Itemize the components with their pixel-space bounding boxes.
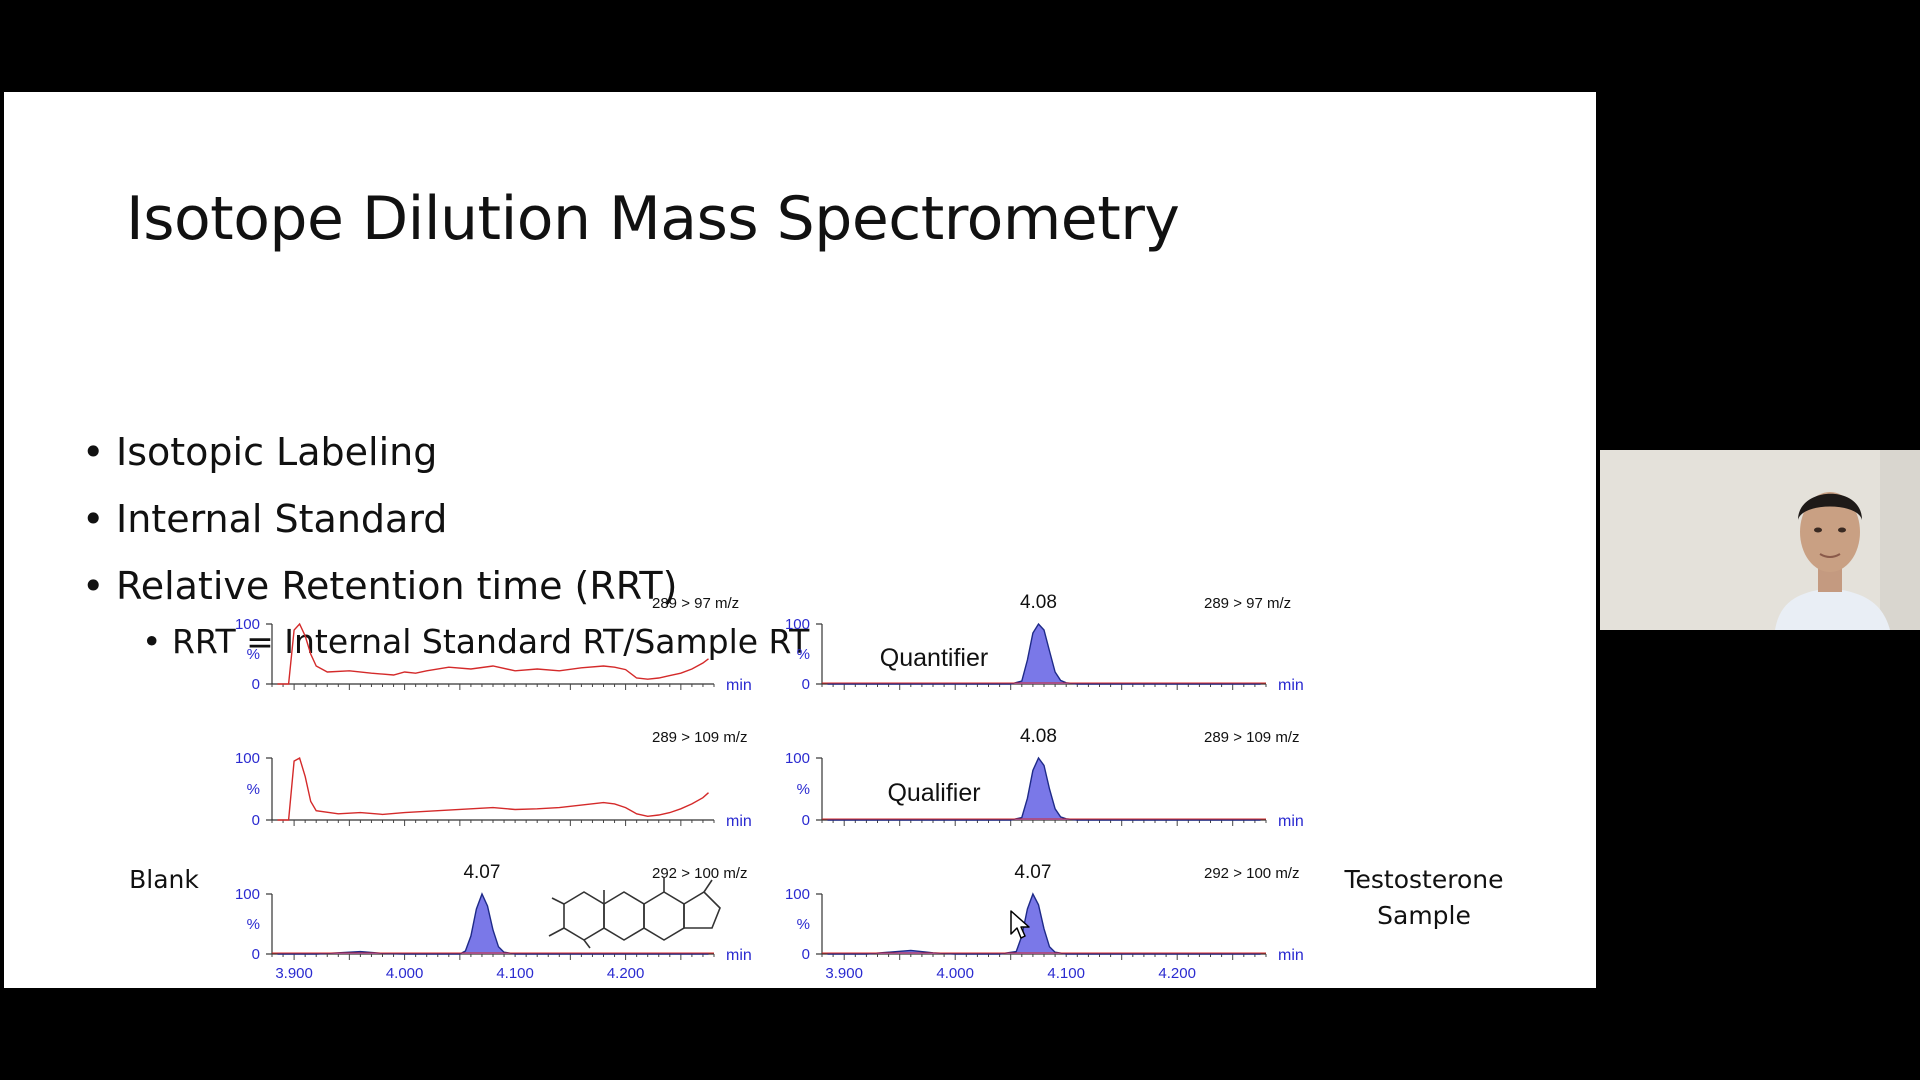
- peak-annotation-label: Qualifier: [887, 779, 980, 807]
- chromatogram-panel-blank-289-97: 100% 0 min 289 > 97 m/z: [235, 595, 752, 694]
- y-axis-label: %: [247, 781, 260, 798]
- y-tick-label: 100: [235, 886, 260, 903]
- x-tick-label: 4.200: [1158, 965, 1196, 982]
- x-tick-label: 4.100: [496, 965, 534, 982]
- peak-fill: [827, 624, 1261, 684]
- transition-label: 289 > 97 m/z: [1204, 595, 1291, 612]
- sub-bullet-rrt-formula: • RRT = Internal Standard RT/Sample RT: [142, 622, 810, 661]
- y-tick-label: 0: [802, 946, 810, 963]
- transition-label: 292 > 100 m/z: [1204, 865, 1299, 882]
- y-axis-label: %: [797, 916, 810, 933]
- bullet-isotopic-labeling: • Isotopic Labeling: [82, 430, 438, 474]
- bullet-text: Relative Retention time (RRT): [116, 564, 678, 608]
- peak-retention-time-label: 4.08: [1020, 726, 1057, 747]
- x-axis-label: min: [1278, 813, 1304, 830]
- x-axis-label: min: [1278, 677, 1304, 694]
- y-axis-label: %: [797, 646, 810, 663]
- x-tick-label: 3.900: [825, 965, 863, 982]
- peak-fill: [827, 894, 1261, 954]
- y-axis-label: %: [797, 781, 810, 798]
- chromatogram-panel-blank-292-100: 100% 0 min 292 > 100 m/z 4.07 3.900 4.000 4.100…: [235, 862, 752, 982]
- trace-line: [277, 756, 709, 821]
- chromatogram-panel-sample-289-97: 100% 0 min 289 > 97 m/z 4.08 Quantifier: [785, 592, 1304, 694]
- bullet-text: Internal Standard: [116, 497, 448, 541]
- slide: Isotope Dilution Mass Spectrometry • Isot…: [4, 92, 1596, 988]
- peak-fill: [277, 894, 709, 954]
- chromatogram-layer: 100% 0 min 289 > 97 m/z 100% 0 min 289 > 109 m/…: [235, 592, 1304, 982]
- label-line-1: Testosterone: [1344, 865, 1504, 894]
- y-tick-label: 0: [252, 946, 260, 963]
- y-tick-label: 100: [785, 750, 810, 767]
- y-tick-label: 100: [785, 616, 810, 633]
- transition-label: 289 > 109 m/z: [652, 729, 747, 746]
- bullet-text: Isotopic Labeling: [116, 430, 438, 474]
- label-testosterone-sample: Testosterone Sample: [1324, 862, 1524, 934]
- trace-line: [277, 892, 709, 955]
- y-tick-label: 0: [802, 812, 810, 829]
- label-blank: Blank: [129, 865, 199, 894]
- chromatogram-area: 100% 0 min 289 > 97 m/z 100% 0 min 289 > 109 m/…: [235, 592, 1304, 982]
- y-tick-label: 100: [785, 886, 810, 903]
- peak-annotation-label: Quantifier: [880, 644, 988, 672]
- chromatogram-panel-sample-289-109: 100% 0 min 289 > 109 m/z 4.08 Qualifier: [785, 726, 1304, 830]
- y-axis-label: %: [247, 916, 260, 933]
- chromatogram-panel-blank-289-109: 100% 0 min 289 > 109 m/z: [235, 729, 752, 830]
- transition-label: 289 > 109 m/z: [1204, 729, 1299, 746]
- testosterone-structure-drawing: [548, 878, 721, 949]
- y-tick-label: 100: [235, 750, 260, 767]
- slide-title: Isotope Dilution Mass Spectrometry: [126, 184, 1180, 254]
- sub-bullet-text: RRT = Internal Standard RT/Sample RT: [172, 622, 810, 661]
- peak-fill: [827, 758, 1261, 820]
- y-tick-label: 0: [252, 812, 260, 829]
- x-tick-label: 4.000: [386, 965, 424, 982]
- x-tick-label: 3.900: [275, 965, 313, 982]
- y-tick-label: 0: [802, 676, 810, 693]
- x-axis-label: min: [726, 813, 752, 830]
- x-axis-label: min: [726, 677, 752, 694]
- mouse-cursor-icon: [1010, 910, 1030, 939]
- x-tick-label: 4.200: [607, 965, 645, 982]
- x-axis-label: min: [1278, 947, 1304, 964]
- x-tick-label: 4.000: [936, 965, 974, 982]
- peak-retention-time-label: 4.08: [1020, 592, 1057, 613]
- x-tick-label: 4.100: [1047, 965, 1085, 982]
- transition-label: 292 > 100 m/z: [652, 865, 747, 882]
- y-tick-label: 100: [235, 616, 260, 633]
- y-tick-label: 0: [252, 676, 260, 693]
- peak-retention-time-label: 4.07: [1014, 862, 1051, 883]
- x-axis-label: min: [726, 947, 752, 964]
- label-line-2: Sample: [1377, 901, 1471, 930]
- y-axis-label: %: [247, 646, 260, 663]
- bullet-internal-standard: • Internal Standard: [82, 497, 448, 541]
- trace-line: [277, 622, 709, 685]
- chromatogram-panel-sample-292-100: 100% 0 min 292 > 100 m/z 4.07 3.900 4.000 4.100…: [785, 862, 1304, 982]
- bullet-rrt: • Relative Retention time (RRT): [82, 564, 678, 608]
- transition-label: 289 > 97 m/z: [652, 595, 739, 612]
- peak-retention-time-label: 4.07: [463, 862, 500, 883]
- webcam-video-feed: [1600, 450, 1920, 630]
